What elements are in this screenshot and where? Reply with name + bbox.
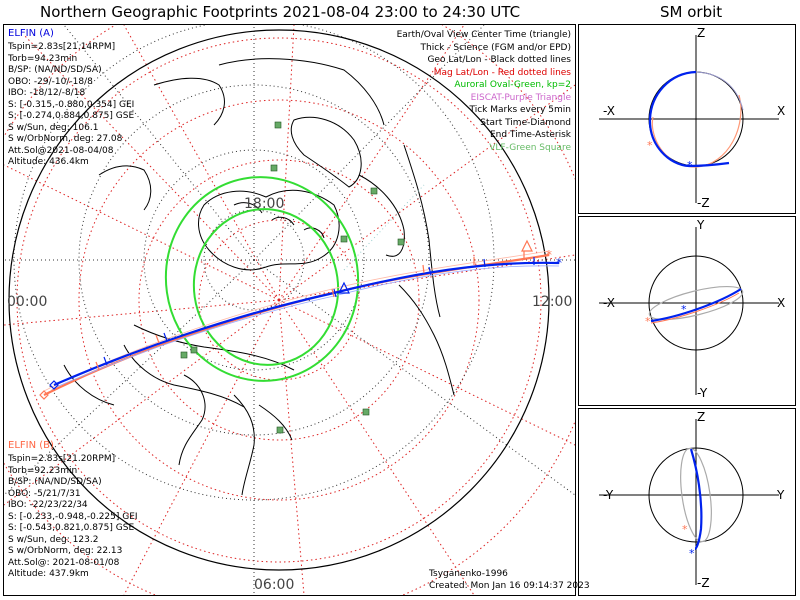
elfin-a-info-line: IBO: -18/12/-8/18 <box>8 88 86 98</box>
sm-xz-left: -X <box>603 104 615 118</box>
svg-text:*: * <box>647 139 653 152</box>
elfin-a-info-line: B/SP: (NA/ND/SD/SA) <box>8 65 102 75</box>
vlf-sites <box>180 121 405 434</box>
elfin-a-info-line: S w/Sun, deg: 106.1 <box>8 122 99 133</box>
elfin-a-info-line: Torb=94.23min <box>8 53 78 64</box>
sm-orbit-title: SM orbit <box>660 3 723 21</box>
plot-title: Northern Geographic Footprints 2021-08-0… <box>40 3 521 21</box>
elfin-b-info-line: Tspin=2.83s[21.20RPM] <box>8 454 116 464</box>
svg-text:*: * <box>687 159 693 172</box>
vlf-square <box>270 164 278 172</box>
sm-xy-left: -X <box>603 296 615 310</box>
sm-xy-elfin-a-orbit <box>650 288 742 323</box>
sm-xz-elfin-b-orbit <box>651 94 742 168</box>
elfin-a-info-line: Altitude: 436.4km <box>8 157 89 167</box>
elfin-b-info-line: S: [-0.233,-0.948,-0.225] GEI <box>8 511 138 522</box>
legend-item: Geo Lat/Lon - Black dotted lines <box>427 55 571 65</box>
auroral-oval <box>164 176 360 382</box>
sm-yz-right: Y <box>777 488 785 502</box>
elfin-b-info-line: IBO: -22/23/22/34 <box>8 500 88 510</box>
elfin-a-name: ELFIN (A) <box>8 28 54 39</box>
time-label-bottom: 06:00 <box>254 577 295 593</box>
legend-item: Tick Marks every 5min <box>469 105 571 115</box>
vlf-square <box>397 238 405 246</box>
elfin-a-track <box>53 261 560 387</box>
elfin-b-info-line: S: [-0.543,0.821,0.875] GSE <box>8 523 135 533</box>
elfin-b-info-line: Altitude: 437.9km <box>8 569 89 579</box>
elfin-b-name: ELFIN (B) <box>8 440 54 451</box>
sm-xz-elfin-a-orbit <box>648 70 730 168</box>
vlf-square <box>274 121 282 129</box>
model-label: Tsyganenko-1996 <box>429 569 508 579</box>
elfin-b-info: Tspin=2.83s[21.20RPM] Torb=92.23min B/SP: … <box>8 454 138 581</box>
sm-xz-right: X <box>777 104 786 118</box>
footprint-map: * * <box>4 25 575 595</box>
sm-xy-bottom: -Y <box>697 386 708 400</box>
sm-yz-bottom: -Z <box>697 576 710 590</box>
sm-yz-top: Z <box>697 410 706 424</box>
vlf-square <box>190 346 198 354</box>
vlf-square <box>370 187 378 195</box>
elfin-a-info-line: S: [-0.274,0.884,0.875] GSE <box>8 111 135 121</box>
legend-item: Auroral Oval-Green, kp=2 <box>454 80 571 90</box>
elfin-b-info-line: S w/Sun, deg: 123.2 <box>8 534 99 545</box>
elfin-a-end-asterisk: * <box>556 256 562 270</box>
geo-grid <box>4 25 575 595</box>
sm-xz-top: Z <box>697 26 706 40</box>
elfin-a-info-line: S: [-0.315,-0.880,0.354] GEI <box>8 99 135 110</box>
elfin-a-info-line: S w/OrbNorm, deg: 27.08 <box>8 134 123 144</box>
elfin-b-start-diamond <box>39 390 49 400</box>
vlf-square <box>362 408 370 416</box>
svg-text:*: * <box>645 315 651 328</box>
vlf-square <box>340 235 348 243</box>
created-timestamp: Created: Mon Jan 16 09:14:37 2023 <box>429 581 590 591</box>
legend-item: EISCAT-Purple Triangle <box>470 92 571 103</box>
svg-text:*: * <box>682 523 688 536</box>
elfin-b-info-line: B/SP: (NA/ND/SD/SA) <box>8 477 102 487</box>
legend-item: VLF-Green Square <box>489 142 571 153</box>
elfin-a-ticks <box>103 257 535 366</box>
elfin-b-info-line: OBO: -5/21/7/31 <box>8 488 81 499</box>
sm-xy-right: X <box>777 296 786 310</box>
sm-panel-xy: * * Y -Y -X X <box>578 216 796 406</box>
elfin-b-view-triangle <box>521 239 533 252</box>
time-label-left: 00:00 <box>7 294 48 310</box>
elfin-a-info-line: Att.Sol@2021-08-04/08 <box>8 145 114 156</box>
elfin-b-info-line: Torb=92.23min <box>8 465 78 476</box>
sm-panel-yz: * * Z -Z -Y Y <box>578 408 796 596</box>
elfin-a-info-line: Tspin=2.83s[21.14RPM] <box>8 42 116 52</box>
vlf-square <box>276 426 284 434</box>
elfin-b-info-line: Att.Sol@: 2021-08-01/08 <box>8 557 120 568</box>
svg-text:*: * <box>681 303 687 316</box>
sm-xy-elfin-b-orbit <box>648 285 744 321</box>
time-label-top: 18:00 <box>244 196 285 212</box>
coastlines <box>63 58 455 496</box>
legend: Earth/Oval View Center Time (triangle) Th… <box>397 29 571 154</box>
vlf-square <box>180 351 188 359</box>
legend-item: Mag Lat/Lon - Red dotted lines <box>433 67 571 78</box>
elfin-a-info: Tspin=2.83s[21.14RPM] Torb=94.23min B/SP: … <box>8 42 134 169</box>
legend-item: Start Time-Diamond <box>480 117 571 128</box>
legend-item: Earth/Oval View Center Time (triangle) <box>396 30 571 40</box>
time-label-right: 12:00 <box>532 294 573 310</box>
elfin-b-ticks <box>95 251 525 371</box>
svg-text:*: * <box>689 547 695 560</box>
sm-yz-left: -Y <box>603 488 614 502</box>
earth-limb <box>8 29 550 571</box>
footprint-map-frame: * * 00:00 12:00 18:00 06:00 ELFIN (A) Ts… <box>3 24 590 596</box>
legend-item: Thick - Science (FGM and/or EPD) <box>420 42 571 53</box>
legend-item: End Time-Asterisk <box>489 130 571 140</box>
sm-panel-xz: * * Z -Z -X X <box>578 24 796 214</box>
sm-xy-top: Y <box>697 218 705 232</box>
elfin-a-start-diamond <box>49 380 59 390</box>
elfin-b-end-asterisk: * <box>546 248 552 262</box>
elfin-a-view-triangle <box>338 281 350 294</box>
mag-grid <box>4 25 575 595</box>
elfin-b-track-faint <box>43 250 550 392</box>
sm-yz-elfin-a-orbit <box>689 448 703 551</box>
sm-yz-elfin-b-orbit <box>680 447 712 543</box>
elfin-b-info-line: S w/OrbNorm, deg: 22.13 <box>8 546 123 556</box>
sm-xz-bottom: -Z <box>697 196 710 210</box>
elfin-a-info-line: OBO: -29/-10/-18/8 <box>8 76 93 87</box>
